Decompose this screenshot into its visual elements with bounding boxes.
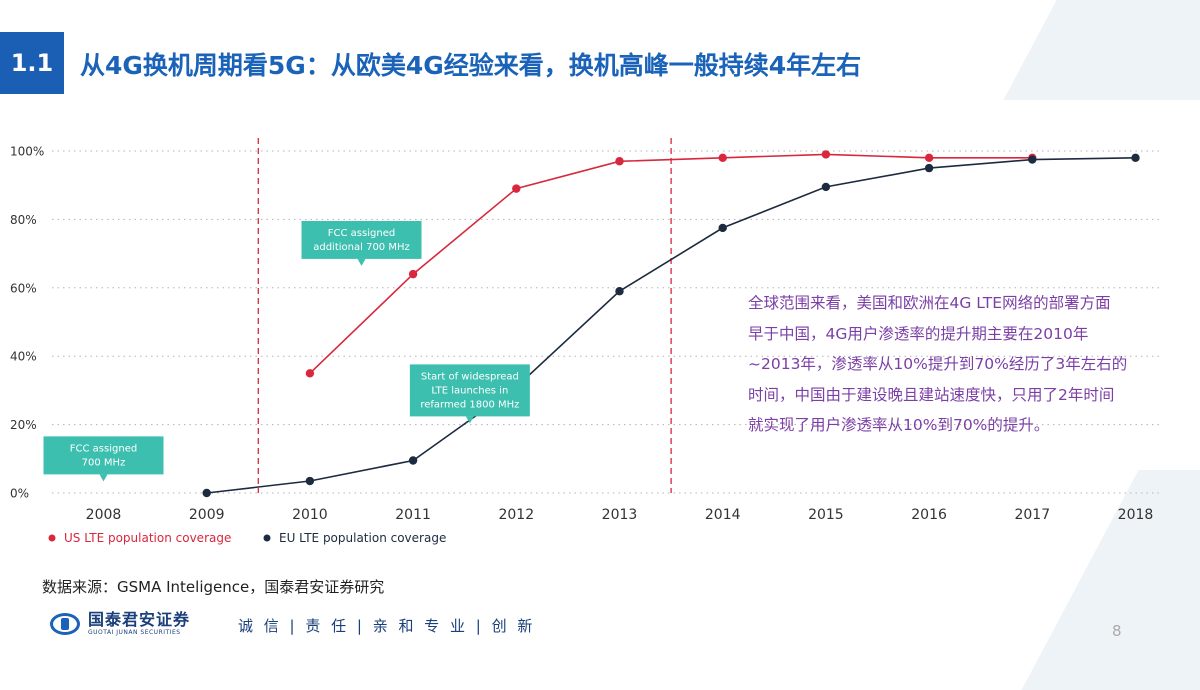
callout-box [409, 364, 530, 417]
annotation-line: 全球范围来看，美国和欧洲在4G LTE网络的部署方面 [748, 294, 1111, 312]
x-tick-label: 2008 [86, 507, 122, 523]
y-tick-label: 60% [10, 281, 37, 295]
logo-icon [50, 613, 80, 635]
x-tick-label: 2016 [911, 507, 947, 523]
data-point [1028, 155, 1037, 164]
callout-text: refarmed 1800 MHz [420, 399, 519, 410]
x-tick-label: 2009 [189, 507, 225, 523]
x-tick-label: 2011 [395, 507, 431, 523]
callout-text: FCC assigned [70, 443, 137, 454]
background-shape-top [1003, 0, 1200, 100]
callout-pointer [99, 474, 108, 482]
x-tick-label: 2010 [292, 507, 328, 523]
company-name-en: GUOTAI JUNAN SECURITIES [88, 629, 181, 636]
annotation-line: 时间，中国由于建设晚且建站速度快，只用了2年时间 [748, 385, 1115, 404]
data-point [408, 456, 418, 465]
legend-label: US LTE population coverage [64, 531, 231, 545]
x-tick-label: 2015 [808, 507, 844, 523]
legend-marker [48, 534, 56, 542]
callout-text: additional 700 MHz [313, 242, 410, 253]
y-tick-label: 100% [10, 145, 44, 159]
y-tick-label: 80% [10, 213, 37, 227]
data-point [718, 223, 727, 233]
annotation-line: 就实现了用户渗透率从10%到70%的提升。 [748, 416, 1050, 434]
callout-text: Start of widespread [421, 371, 519, 382]
annotation-line: ~2013年，渗透率从10%提升到70%经历了3年左右的 [748, 355, 1128, 373]
callout-text: LTE launches in [431, 385, 508, 396]
y-tick-label: 40% [10, 350, 37, 364]
x-tick-label: 2014 [705, 507, 741, 523]
callout-text: 700 MHz [82, 457, 126, 468]
series-line-us [309, 153, 1033, 374]
data-point [202, 488, 211, 498]
data-point [821, 182, 831, 192]
data-point [512, 184, 521, 193]
annotation-line: 早于中国，4G用户渗透率的提升期主要在2010年 [748, 324, 1089, 343]
data-point [718, 153, 727, 163]
company-slogan: 诚 信 | 责 任 | 亲 和 专 业 | 创 新 [238, 617, 536, 635]
data-point [924, 153, 934, 163]
company-logo: 国泰君安证券 GUOTAI JUNAN SECURITIES [50, 612, 190, 636]
callout-pointer [465, 416, 474, 424]
data-point [821, 150, 831, 159]
callout-pointer [357, 258, 366, 266]
data-point [408, 269, 418, 279]
page-number: 8 [1112, 622, 1122, 640]
x-tick-label: 2018 [1118, 507, 1154, 523]
x-tick-label: 2017 [1014, 507, 1050, 523]
lte-coverage-chart: 0% 20% 40% 60% 80% 100% 2008 2009 2010 2011 2012 20… [10, 138, 1160, 545]
data-point [1131, 153, 1140, 163]
data-point [305, 476, 315, 486]
x-tick-label: 2013 [602, 507, 638, 523]
data-point [615, 287, 624, 296]
data-point [305, 369, 315, 378]
series-line-eu [206, 157, 1136, 494]
annotation-text: 全球范围来看，美国和欧洲在4G LTE网络的部署方面 早于中国，4G用户渗透率的… [748, 288, 1168, 441]
company-name-cn: 国泰君安证券 [88, 610, 191, 629]
section-badge: 1.1 [0, 32, 64, 94]
y-tick-label: 20% [10, 418, 37, 432]
y-tick-label: 0% [10, 487, 29, 501]
legend-marker [263, 534, 271, 542]
data-point [615, 157, 624, 166]
page-title: 从4G换机周期看5G：从欧美4G经验来看，换机高峰一般持续4年左右 [80, 51, 862, 80]
callout-box [43, 436, 164, 475]
callout-box [301, 220, 422, 259]
legend-label: EU LTE population coverage [279, 531, 446, 545]
callout-text: FCC assigned [328, 228, 395, 239]
x-tick-label: 2012 [498, 507, 534, 523]
data-source: 数据来源：GSMA Inteligence，国泰君安证券研究 [42, 578, 385, 596]
data-point [924, 163, 934, 173]
